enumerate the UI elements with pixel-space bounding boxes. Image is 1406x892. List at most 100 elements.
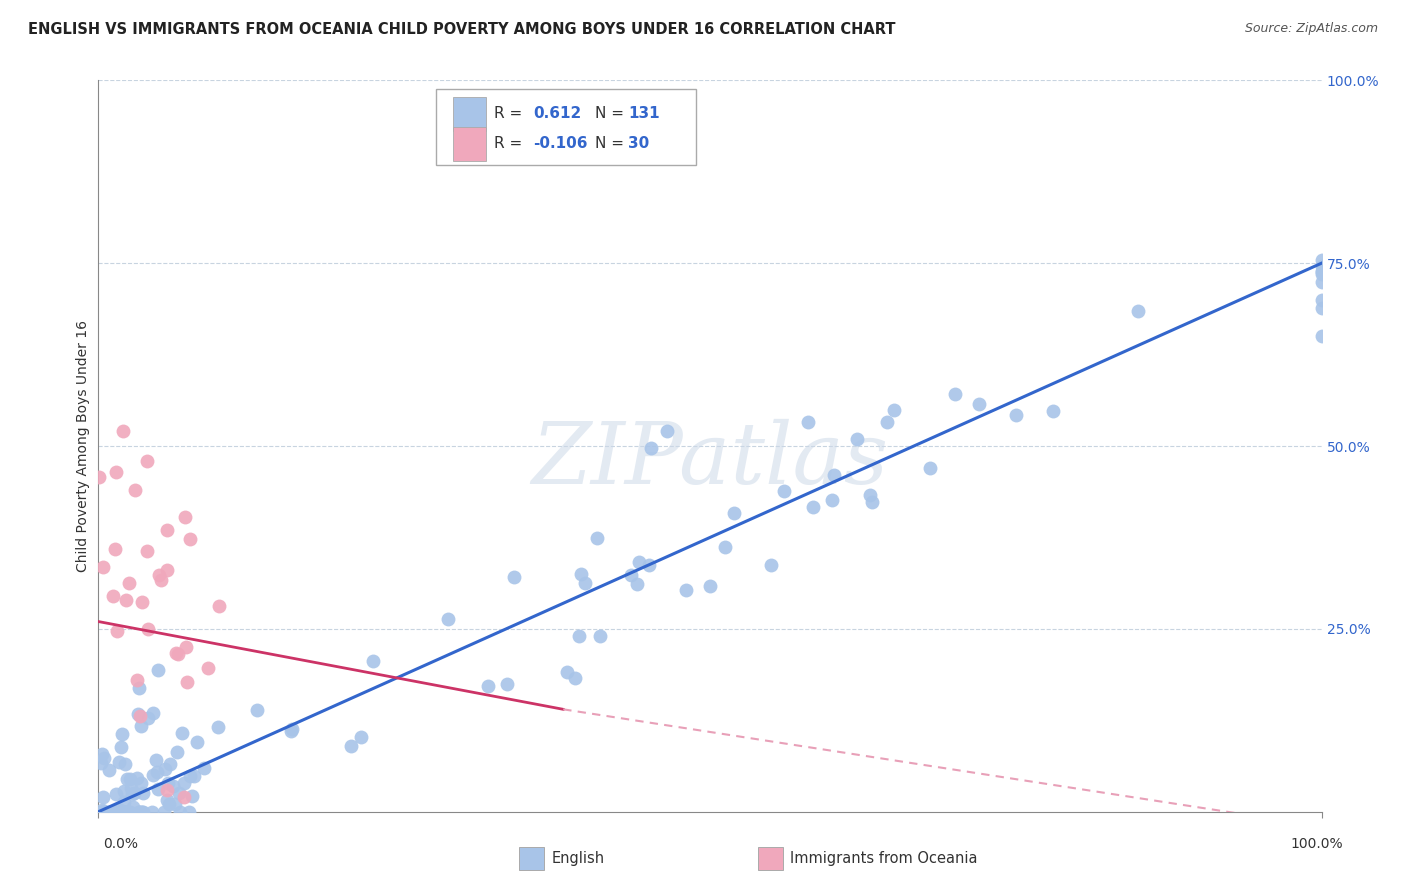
Point xyxy=(112,805,135,819)
Point xyxy=(118,576,141,591)
Point xyxy=(90,805,112,819)
Point xyxy=(1310,329,1333,343)
Point xyxy=(128,805,150,819)
Point xyxy=(176,674,198,689)
Point xyxy=(94,805,117,819)
Point xyxy=(772,484,794,499)
Point xyxy=(152,805,174,819)
Point xyxy=(280,723,302,738)
Point xyxy=(115,593,138,607)
Point xyxy=(110,740,132,755)
Y-axis label: Child Poverty Among Boys Under 16: Child Poverty Among Boys Under 16 xyxy=(76,320,90,572)
Point xyxy=(801,500,824,514)
Point xyxy=(179,532,201,546)
Point xyxy=(141,805,163,819)
Point xyxy=(97,805,120,819)
Point xyxy=(112,795,135,809)
Text: N =: N = xyxy=(595,106,624,121)
Point xyxy=(127,707,149,722)
Point xyxy=(496,676,519,690)
Point xyxy=(142,706,165,721)
Point xyxy=(193,761,215,775)
Text: Source: ZipAtlas.com: Source: ZipAtlas.com xyxy=(1244,22,1378,36)
Point xyxy=(131,595,153,609)
Point xyxy=(114,805,136,819)
Point xyxy=(129,805,152,819)
Point xyxy=(502,570,524,584)
Point xyxy=(128,681,150,695)
Point xyxy=(114,757,136,772)
Point xyxy=(157,797,180,812)
Point xyxy=(173,509,195,524)
Point xyxy=(1310,293,1333,307)
Point xyxy=(121,787,143,801)
Point xyxy=(967,396,990,410)
Point xyxy=(110,805,132,819)
Point xyxy=(110,805,132,819)
Point xyxy=(1310,275,1333,289)
Point xyxy=(124,483,146,497)
Point xyxy=(156,563,179,577)
Point xyxy=(169,805,191,819)
Point xyxy=(619,567,641,582)
Point xyxy=(146,663,169,677)
Point xyxy=(1310,267,1333,281)
Point xyxy=(1310,264,1333,278)
Text: ZIPatlas: ZIPatlas xyxy=(531,419,889,502)
Point xyxy=(90,803,112,817)
Point xyxy=(104,787,127,801)
Point xyxy=(761,558,783,572)
Point xyxy=(129,719,152,733)
Point xyxy=(148,567,170,582)
Point xyxy=(132,805,155,819)
Point xyxy=(90,756,112,771)
Point xyxy=(1310,301,1333,315)
Point xyxy=(477,679,499,693)
Point xyxy=(1128,304,1150,318)
Point xyxy=(128,709,150,723)
Point xyxy=(93,751,115,765)
Point xyxy=(117,805,139,819)
Point xyxy=(1310,252,1333,267)
Point xyxy=(350,730,373,744)
Point xyxy=(156,524,179,538)
Point xyxy=(145,753,167,767)
Point xyxy=(156,782,179,797)
Point xyxy=(91,560,114,574)
Point xyxy=(920,461,942,475)
Text: N =: N = xyxy=(595,136,624,152)
Point xyxy=(110,727,132,741)
Text: R =: R = xyxy=(494,106,522,121)
Point xyxy=(122,786,145,800)
Point xyxy=(121,800,143,814)
Point xyxy=(129,776,152,790)
Point xyxy=(823,468,845,483)
Point xyxy=(91,790,114,805)
Point xyxy=(638,558,661,573)
Point xyxy=(120,781,142,796)
Point xyxy=(883,402,905,417)
Point xyxy=(589,629,612,643)
Point xyxy=(627,556,650,570)
Point xyxy=(132,786,155,800)
Point xyxy=(110,803,132,817)
Point xyxy=(167,647,190,661)
Point xyxy=(136,544,159,558)
Point xyxy=(170,726,193,740)
Point xyxy=(159,756,181,771)
Point xyxy=(197,661,219,675)
Point xyxy=(574,575,596,590)
Point xyxy=(340,739,363,753)
Point xyxy=(723,506,745,520)
Point xyxy=(173,790,195,805)
Point xyxy=(714,541,737,555)
Point xyxy=(675,582,697,597)
Text: Immigrants from Oceania: Immigrants from Oceania xyxy=(790,851,977,865)
Point xyxy=(183,769,205,783)
Point xyxy=(125,673,148,688)
Point xyxy=(845,432,868,446)
Point xyxy=(437,612,460,626)
Point xyxy=(125,771,148,785)
Point xyxy=(174,640,197,654)
Text: R =: R = xyxy=(494,136,522,152)
